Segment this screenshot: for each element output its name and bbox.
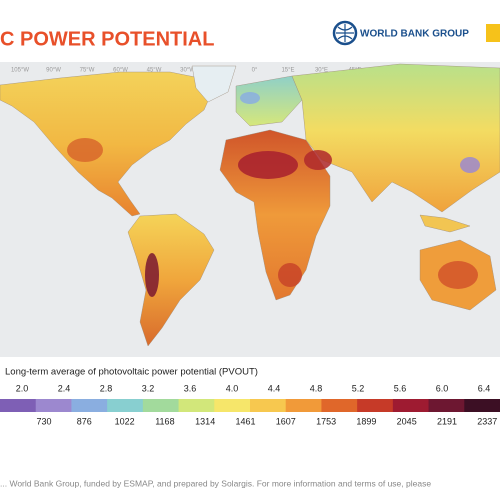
north-america	[0, 71, 213, 217]
logo-icon	[332, 20, 358, 46]
longitude-label: 15°E	[281, 68, 294, 74]
legend-daily-label: 2.4	[58, 383, 71, 393]
legend-swatch	[321, 399, 358, 412]
legend-daily-label: 2.0	[16, 383, 29, 393]
irradiance-hotspots	[67, 92, 480, 297]
legend-swatch	[107, 399, 144, 412]
asia	[291, 63, 500, 213]
us-southwest	[67, 138, 103, 162]
arabia	[304, 150, 332, 170]
legend-yearly-label: 1753	[316, 416, 336, 426]
uk	[240, 92, 260, 104]
legend-yearly-label: 1461	[235, 416, 255, 426]
partner-logo	[486, 24, 500, 42]
legend-yearly-label: 2191	[437, 416, 457, 426]
legend-daily-label: 6.4	[478, 383, 491, 393]
legend-swatch	[357, 399, 394, 412]
legend-daily-label: 2.8	[100, 383, 113, 393]
longitude-label: 75°W	[80, 68, 95, 74]
legend-daily-label: 3.6	[184, 383, 197, 393]
legend-daily-label: 4.8	[310, 383, 323, 393]
legend-swatch	[142, 399, 180, 412]
legend-swatch	[214, 399, 251, 412]
legend-yearly-label: 1314	[195, 416, 215, 426]
sichuan	[460, 157, 480, 173]
legend-swatch	[428, 399, 465, 412]
legend-yearly-label: 1168	[155, 416, 174, 426]
footer: ... World Bank Group, funded by ESMAP, a…	[0, 478, 431, 488]
legend-swatch	[464, 399, 500, 412]
landmasses	[0, 63, 500, 347]
legend-yearly-label: 2045	[397, 416, 417, 426]
greenland	[191, 65, 237, 103]
longitude-label: 45°W	[147, 68, 162, 74]
southern-africa	[278, 263, 302, 287]
indonesia	[419, 214, 471, 233]
australia-interior	[438, 261, 478, 289]
legend-swatch	[285, 399, 322, 412]
legend-daily-label: 4.4	[268, 383, 281, 393]
andes	[145, 253, 159, 297]
legend: 2.0 2.4 2.8 3.2 3.6 4.0 4.4 4.8 5.2 5.6 6.0 6.4 730 8…	[0, 383, 500, 426]
longitude-label: 30°W	[180, 68, 195, 74]
legend-daily-label: 5.2	[352, 383, 365, 393]
sahara	[238, 151, 298, 179]
longitude-label: 60°W	[113, 68, 128, 74]
legend-yearly-label: 876	[77, 416, 92, 426]
longitude-label: 0°	[252, 68, 258, 74]
legend-daily-label: 3.2	[142, 383, 155, 393]
title: C POWER POTENTIAL	[0, 28, 214, 50]
legend-title: Long-term average of photovoltaic power …	[5, 367, 258, 378]
legend-swatch	[178, 399, 215, 412]
legend-yearly-label: 1607	[276, 416, 296, 426]
south-america	[127, 213, 215, 347]
legend-swatch	[250, 399, 287, 412]
legend-daily-label: 4.0	[226, 383, 239, 393]
legend-daily-label: 6.0	[436, 383, 449, 393]
legend-yearly-label: 730	[36, 416, 51, 426]
legend-swatch	[71, 399, 108, 412]
longitude-label: 105°W	[11, 68, 29, 74]
longitude-label: 30°E	[315, 68, 328, 74]
legend-yearly-label: 1022	[115, 416, 135, 426]
legend-swatch	[35, 399, 72, 412]
legend-daily-label: 5.6	[394, 383, 407, 393]
logo-icon-detail	[336, 24, 354, 42]
legend-swatch	[0, 399, 37, 412]
legend-yearly-label: 1899	[356, 416, 376, 426]
legend-yearly-label: 2337	[477, 416, 497, 426]
longitude-label: 90°W	[46, 68, 61, 74]
legend-swatch	[392, 399, 430, 412]
logo-text: WORLD BANK GROUP	[360, 29, 469, 40]
